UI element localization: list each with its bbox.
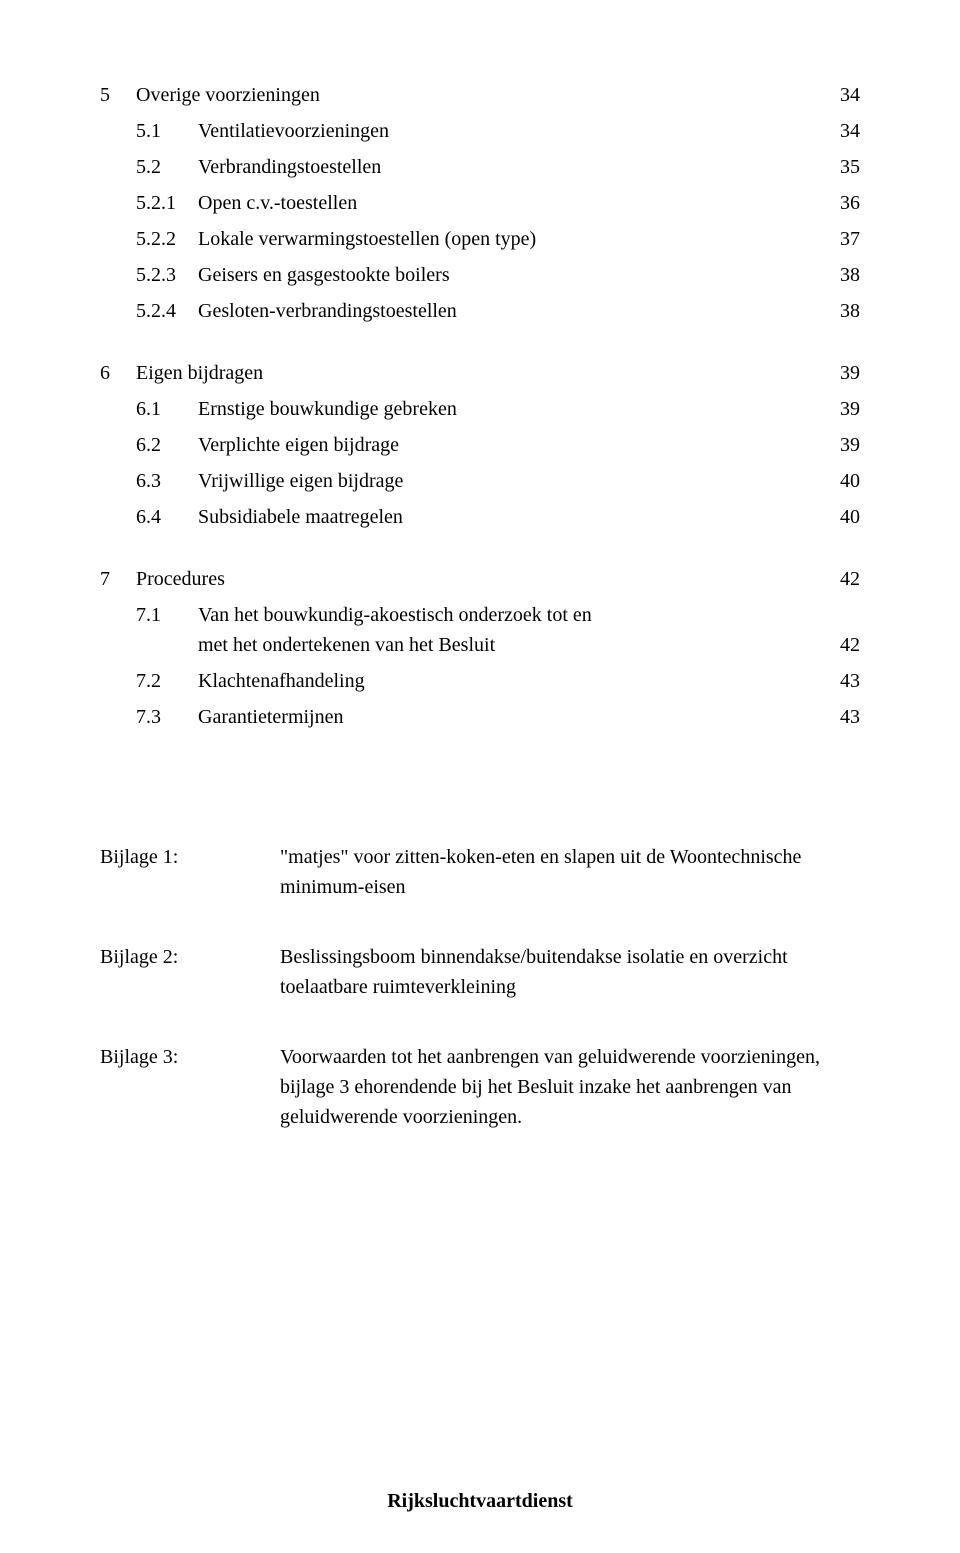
toc-item-title: Verbrandingstoestellen: [198, 152, 810, 182]
toc-item-title: Subsidiabele maatregelen: [198, 502, 810, 532]
toc-item-number: 6.2: [136, 430, 198, 460]
toc-item-number: 6.4: [136, 502, 198, 532]
toc-item-title: Geisers en gasgestookte boilers: [198, 260, 810, 290]
toc-page-number: 43: [810, 666, 860, 696]
toc-page-number: 39: [810, 430, 860, 460]
toc-chapter-title: Overige voorzieningen: [136, 80, 810, 110]
toc-item-number: 5.1: [136, 116, 198, 146]
toc-chapter-row: 5 Overige voorzieningen 34: [100, 80, 860, 110]
toc-item-title-line1: Van het bouwkundig-akoestisch onderzoek …: [198, 600, 860, 630]
footer-text: Rijksluchtvaartdienst: [0, 1490, 960, 1513]
toc-chapter-row: 6 Eigen bijdragen 39: [100, 358, 860, 388]
bijlage-text: Voorwaarden tot het aanbrengen van gelui…: [280, 1042, 860, 1132]
toc-item-row: 6.4 Subsidiabele maatregelen 40: [100, 502, 860, 532]
toc-page-number: 42: [810, 564, 860, 594]
toc-item-number: 7.3: [136, 702, 198, 732]
toc-chapter-title: Procedures: [136, 564, 810, 594]
bijlage-label: Bijlage 2:: [100, 942, 280, 972]
toc-item-number: 5.2.3: [136, 260, 198, 290]
toc-item-row: 7.3 Garantietermijnen 43: [100, 702, 860, 732]
bijlagen-container: Bijlage 1: "matjes" voor zitten-koken-et…: [100, 842, 860, 1132]
toc-item-row: 5.2.1 Open c.v.-toestellen 36: [100, 188, 860, 218]
toc-item-number: 5.2: [136, 152, 198, 182]
toc-item-row: 5.2.2 Lokale verwarmingstoestellen (open…: [100, 224, 860, 254]
toc-item-title: Ventilatievoorzieningen: [198, 116, 810, 146]
toc-page-number: 39: [810, 358, 860, 388]
toc-chapter-number: 7: [100, 564, 136, 594]
toc-item-row: 6.3 Vrijwillige eigen bijdrage 40: [100, 466, 860, 496]
toc-item-title: Verplichte eigen bijdrage: [198, 430, 810, 460]
toc-page-number: 38: [810, 296, 860, 326]
toc-item-row: 7.1 Van het bouwkundig-akoestisch onderz…: [100, 600, 860, 660]
toc-item-title: Klachtenafhandeling: [198, 666, 810, 696]
toc-item-row: 5.2.4 Gesloten-verbrandingstoestellen 38: [100, 296, 860, 326]
toc-item-title: Ernstige bouwkundige gebreken: [198, 394, 810, 424]
toc-item-number: 5.2.2: [136, 224, 198, 254]
toc-page-number: 42: [810, 630, 860, 660]
toc-item-title: Gesloten-verbrandingstoestellen: [198, 296, 810, 326]
toc-page-number: 36: [810, 188, 860, 218]
toc-page-number: 35: [810, 152, 860, 182]
toc-page-number: 40: [810, 466, 860, 496]
bijlage-row: Bijlage 2: Beslissingsboom binnendakse/b…: [100, 942, 860, 1002]
toc-chapter-number: 6: [100, 358, 136, 388]
toc-section-5: 5 Overige voorzieningen 34 5.1 Ventilati…: [100, 80, 860, 326]
toc-item-row: 7.2 Klachtenafhandeling 43: [100, 666, 860, 696]
toc-item-title: Garantietermijnen: [198, 702, 810, 732]
toc-page-number: 40: [810, 502, 860, 532]
toc-page-number: 38: [810, 260, 860, 290]
toc-chapter-title: Eigen bijdragen: [136, 358, 810, 388]
bijlage-row: Bijlage 1: "matjes" voor zitten-koken-et…: [100, 842, 860, 902]
toc-page-number: 39: [810, 394, 860, 424]
toc-page-number: 43: [810, 702, 860, 732]
toc-section-7: 7 Procedures 42 7.1 Van het bouwkundig-a…: [100, 564, 860, 732]
toc-item-number: 5.2.4: [136, 296, 198, 326]
toc-page-number: 34: [810, 116, 860, 146]
toc-item-title-line2: met het ondertekenen van het Besluit: [198, 630, 810, 660]
toc-item-number: 6.1: [136, 394, 198, 424]
toc-item-title: Vrijwillige eigen bijdrage: [198, 466, 810, 496]
toc-item-number: 5.2.1: [136, 188, 198, 218]
bijlage-row: Bijlage 3: Voorwaarden tot het aanbrenge…: [100, 1042, 860, 1132]
toc-page-number: 34: [810, 80, 860, 110]
toc-item-row: 5.2 Verbrandingstoestellen 35: [100, 152, 860, 182]
toc-item-number: 6.3: [136, 466, 198, 496]
toc-item-number: 7.2: [136, 666, 198, 696]
bijlage-label: Bijlage 3:: [100, 1042, 280, 1072]
toc-item-title: Lokale verwarmingstoestellen (open type): [198, 224, 810, 254]
toc-item-title: Open c.v.-toestellen: [198, 188, 810, 218]
toc-container: 5 Overige voorzieningen 34 5.1 Ventilati…: [100, 80, 860, 732]
toc-chapter-row: 7 Procedures 42: [100, 564, 860, 594]
bijlage-text: Beslissingsboom binnendakse/buitendakse …: [280, 942, 860, 1002]
toc-item-row: 5.2.3 Geisers en gasgestookte boilers 38: [100, 260, 860, 290]
bijlage-label: Bijlage 1:: [100, 842, 280, 872]
toc-page-number: 37: [810, 224, 860, 254]
toc-item-row: 5.1 Ventilatievoorzieningen 34: [100, 116, 860, 146]
toc-item-row: 6.1 Ernstige bouwkundige gebreken 39: [100, 394, 860, 424]
toc-item-number: 7.1: [136, 600, 198, 630]
toc-chapter-number: 5: [100, 80, 136, 110]
toc-item-row: 6.2 Verplichte eigen bijdrage 39: [100, 430, 860, 460]
toc-section-6: 6 Eigen bijdragen 39 6.1 Ernstige bouwku…: [100, 358, 860, 532]
bijlage-text: "matjes" voor zitten-koken-eten en slape…: [280, 842, 860, 902]
